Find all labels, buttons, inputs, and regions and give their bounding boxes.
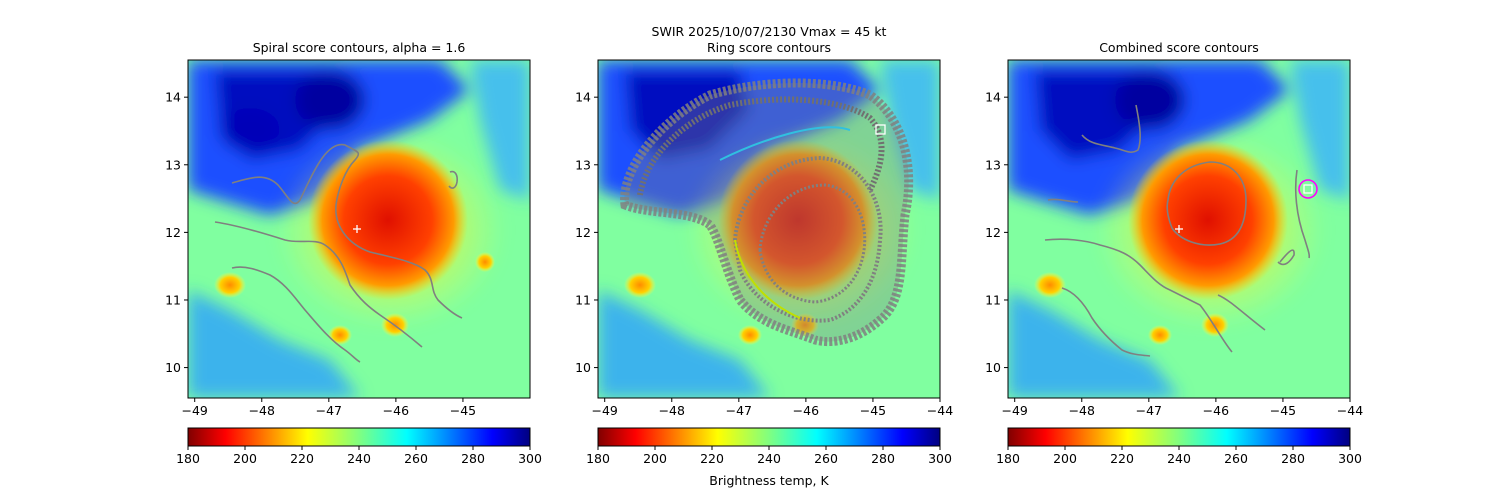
- colorbar-tick-label: 200: [1053, 451, 1077, 466]
- figure-suptitle: SWIR 2025/10/07/2130 Vmax = 45 kt: [652, 24, 887, 39]
- colorbar-tick-label: 240: [1167, 451, 1191, 466]
- x-tick-label: −47: [726, 403, 752, 418]
- x-tick-label: −46: [383, 403, 409, 418]
- y-tick-label: 12: [575, 225, 591, 240]
- y-tick-label: 13: [575, 157, 591, 172]
- y-tick-label: 10: [985, 360, 1001, 375]
- spiral-contours: [214, 143, 463, 363]
- colorbar-2: [1007, 427, 1351, 447]
- x-tick-label: −45: [450, 403, 476, 418]
- combined-contours: [1044, 104, 1311, 357]
- x-tick-label: −49: [1002, 403, 1028, 418]
- x-axis: −49 −48 −47 −46 −45 −44 10 11 12 13 14: [575, 90, 953, 418]
- x-tick-label: −49: [592, 403, 618, 418]
- y-tick-label: 12: [165, 225, 181, 240]
- colorbar-tick-label: 180: [586, 451, 610, 466]
- colorbar-label: Brightness temp, K: [709, 473, 829, 488]
- y-tick-label: 10: [165, 360, 181, 375]
- colorbar-tick-label: 260: [404, 451, 428, 466]
- colorbar-tick-label: 180: [176, 451, 200, 466]
- y-tick-label: 14: [575, 90, 591, 105]
- panel-title: Ring score contours: [707, 40, 831, 55]
- ring-square-marker: [875, 124, 886, 135]
- colorbar-tick-label: 280: [871, 451, 895, 466]
- panel-ring: Ring score contours: [575, 40, 953, 418]
- y-tick-label: 10: [575, 360, 591, 375]
- brightness-image: [188, 60, 530, 398]
- panel-title: Combined score contours: [1099, 40, 1259, 55]
- x-tick-label: −46: [793, 403, 819, 418]
- plot-frame: [187, 59, 531, 399]
- colorbar-tick-label: 220: [290, 451, 314, 466]
- ring-contours: [620, 78, 914, 347]
- colorbar-tick-label: 200: [643, 451, 667, 466]
- panel-spiral: Spiral score contours, alpha = 1.6: [165, 40, 531, 418]
- colorbar-tick-label: 200: [233, 451, 257, 466]
- x-axis: −49 −48 −47 −46 −45 10 11 12 13 14: [165, 90, 476, 418]
- x-tick-label: −47: [316, 403, 342, 418]
- colorbar-tick-label: 260: [814, 451, 838, 466]
- x-tick-label: −48: [249, 403, 275, 418]
- colorbar-tick-label: 300: [518, 451, 542, 466]
- colorbar-tick-label: 300: [1338, 451, 1362, 466]
- colorbar-tick-label: 220: [1110, 451, 1134, 466]
- x-tick-label: −48: [659, 403, 685, 418]
- colorbar-1: [597, 427, 941, 447]
- x-axis: −49 −48 −47 −46 −45 −44 10 11 12 13 14: [985, 90, 1363, 418]
- colorbars: 180 200 220 240 260 280 300 180 200 220 240 260 280 3…: [176, 427, 1362, 466]
- x-tick-label: −49: [182, 403, 208, 418]
- x-tick-label: −44: [1337, 403, 1363, 418]
- panel-title: Spiral score contours, alpha = 1.6: [253, 40, 466, 55]
- x-tick-label: −48: [1069, 403, 1095, 418]
- colorbar-tick-label: 240: [757, 451, 781, 466]
- colorbar-tick-label: 180: [996, 451, 1020, 466]
- y-tick-label: 12: [985, 225, 1001, 240]
- brightness-image: [1008, 60, 1350, 398]
- plot-frame: [1007, 59, 1351, 399]
- center-plus-marker: [353, 225, 361, 233]
- x-tick-label: −45: [1270, 403, 1296, 418]
- panel-combined: Combined score contours: [985, 40, 1363, 418]
- colorbar-tick-label: 220: [700, 451, 724, 466]
- colorbar-tick-label: 260: [1224, 451, 1248, 466]
- x-tick-label: −45: [860, 403, 886, 418]
- x-tick-label: −46: [1203, 403, 1229, 418]
- center-plus-marker: [1175, 225, 1183, 233]
- brightness-image: [598, 60, 940, 398]
- colorbar-tick-label: 280: [461, 451, 485, 466]
- x-tick-label: −47: [1136, 403, 1162, 418]
- y-tick-label: 14: [985, 90, 1001, 105]
- combined-square-marker: [1303, 184, 1313, 194]
- colorbar-tick-label: 300: [928, 451, 952, 466]
- colorbar-tick-label: 240: [347, 451, 371, 466]
- colorbar-0: [187, 427, 531, 447]
- y-tick-label: 13: [165, 157, 181, 172]
- y-tick-label: 13: [985, 157, 1001, 172]
- y-tick-label: 11: [165, 292, 181, 307]
- combined-circle-marker: [1298, 179, 1318, 199]
- y-tick-label: 11: [985, 292, 1001, 307]
- plot-frame: [597, 59, 941, 399]
- y-tick-label: 14: [165, 90, 181, 105]
- y-tick-label: 11: [575, 292, 591, 307]
- x-tick-label: −44: [927, 403, 953, 418]
- colorbar-tick-label: 280: [1281, 451, 1305, 466]
